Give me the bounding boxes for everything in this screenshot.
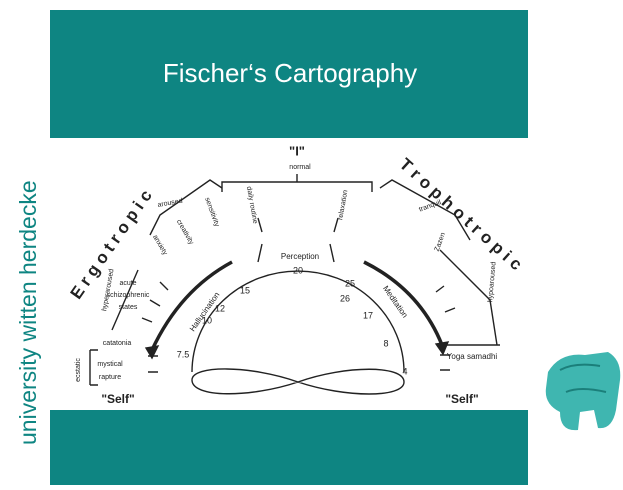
side-text: university witten herdecke bbox=[15, 180, 41, 445]
diagram-label: mystical bbox=[97, 361, 123, 368]
scale-label: 17 bbox=[363, 310, 373, 320]
diagram-label: Zazen bbox=[434, 232, 447, 253]
diagram-label: schizophrenic bbox=[107, 292, 150, 299]
diagram-label: T r o p h o t r o p i c bbox=[396, 154, 526, 274]
diagram-label: hypoaroused bbox=[487, 261, 498, 302]
scale-label: 26 bbox=[340, 293, 350, 303]
bracket bbox=[222, 174, 372, 192]
scale-label: 12 bbox=[215, 303, 225, 313]
diagram-label: Yoga samadhi bbox=[447, 352, 498, 361]
scale-label: 20 bbox=[293, 265, 303, 275]
arc bbox=[192, 271, 404, 372]
scale-label: 7.5 bbox=[177, 349, 190, 359]
bottom-banner bbox=[50, 410, 528, 485]
diagram-label: relaxation bbox=[337, 189, 349, 220]
scale-label: 8 bbox=[383, 338, 388, 348]
diagram-label: normal bbox=[289, 164, 311, 171]
slide-title: Fischer‘s Cartography bbox=[163, 58, 417, 88]
diagram-label: "Self" bbox=[445, 392, 478, 406]
page: Fischer‘s Cartography university witten … bbox=[0, 0, 623, 485]
scale-label: 10 bbox=[202, 315, 212, 325]
diagram-label: Perception bbox=[281, 252, 319, 261]
diagram-label: "I" bbox=[289, 143, 305, 158]
diagram-label: catatonia bbox=[103, 340, 132, 347]
scale-label: 15 bbox=[240, 285, 250, 295]
diagram-label: sensitivity bbox=[203, 197, 220, 228]
diagram-label: creativity bbox=[175, 218, 195, 246]
scale-label: 25 bbox=[345, 278, 355, 288]
diagram-label: "Self" bbox=[101, 392, 134, 406]
figurine bbox=[546, 352, 620, 430]
diagram-label: acute bbox=[119, 280, 136, 287]
diagram-label: hyperaroused bbox=[101, 268, 115, 311]
diagram-label: daily routine bbox=[245, 186, 258, 224]
diagram-label: rapture bbox=[99, 374, 121, 381]
scale-label: 4 bbox=[402, 366, 407, 376]
diagram-label: states bbox=[119, 304, 138, 311]
diagram-label: ecstatic bbox=[75, 358, 82, 382]
slide: Fischer‘s Cartography university witten … bbox=[0, 0, 623, 485]
diagram-label: anxiety bbox=[151, 234, 168, 257]
figure-eight bbox=[192, 369, 404, 394]
